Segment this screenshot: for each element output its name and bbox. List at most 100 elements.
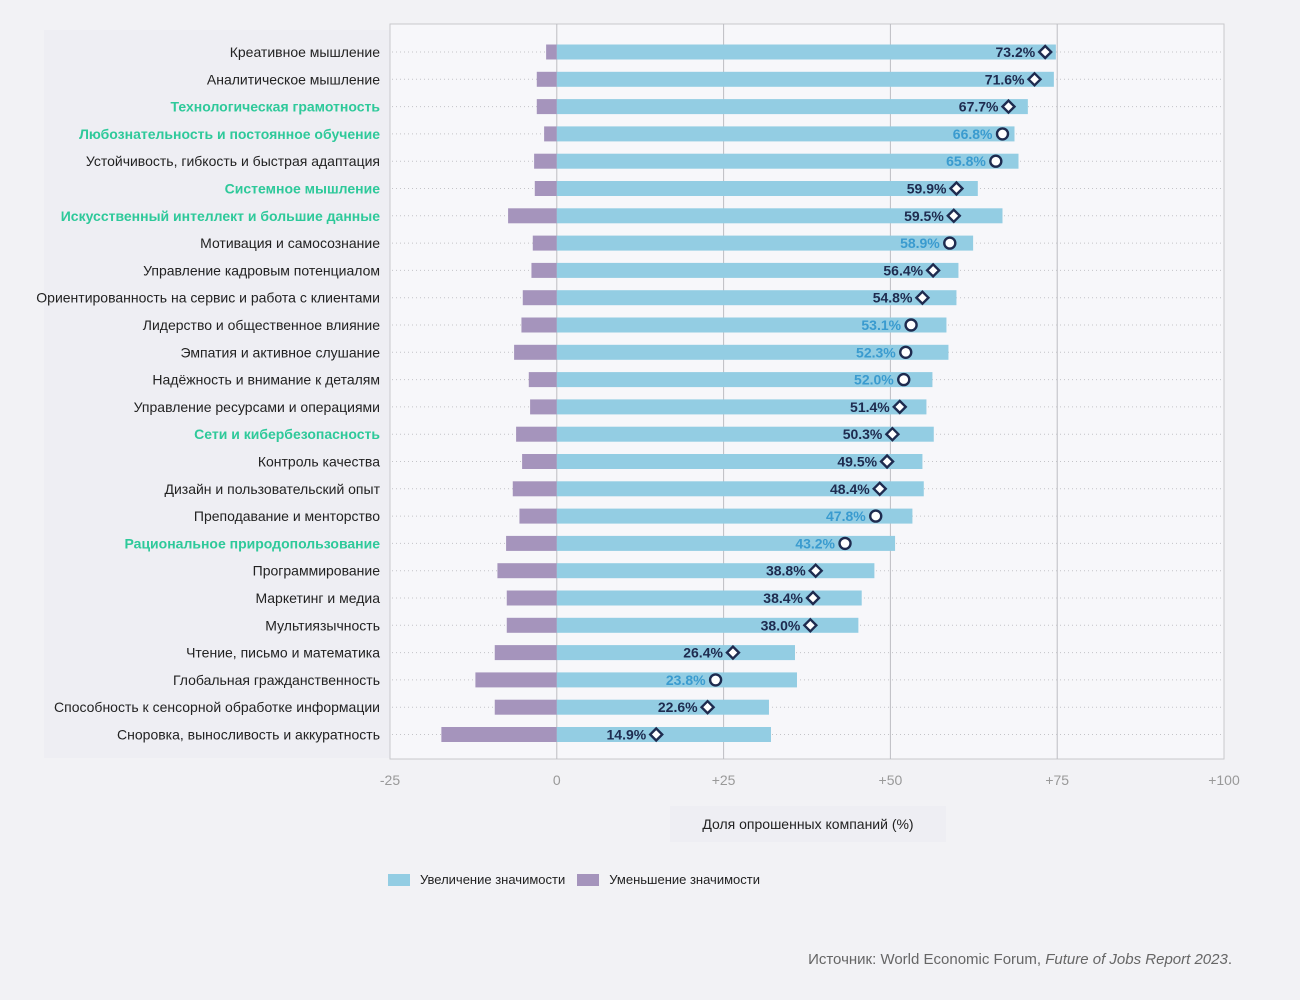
bar-increase bbox=[556, 645, 795, 661]
bar-increase bbox=[556, 481, 924, 497]
tick-label: +25 bbox=[712, 772, 736, 788]
net-value-label: 38.8% bbox=[766, 563, 806, 579]
plot-area bbox=[389, 23, 1225, 760]
category-label: Аналитическое мышление bbox=[207, 71, 380, 87]
category-label: Способность к сенсорной обработке информ… bbox=[54, 699, 380, 715]
category-label: Системное мышление bbox=[225, 181, 381, 197]
net-marker-diamond bbox=[892, 399, 908, 415]
tick-label: -25 bbox=[380, 772, 400, 788]
category-label: Любознательность и постоянное обучение bbox=[79, 126, 380, 142]
bar-decrease bbox=[512, 481, 557, 497]
bar-decrease bbox=[516, 426, 557, 442]
bar-decrease bbox=[528, 372, 557, 388]
bar-decrease bbox=[531, 262, 557, 278]
tick-label: +50 bbox=[879, 772, 903, 788]
net-marker-circle bbox=[995, 127, 1010, 141]
bar-increase bbox=[556, 426, 934, 442]
bar-decrease bbox=[544, 126, 557, 142]
bar-increase bbox=[556, 181, 978, 196]
bar-increase bbox=[556, 590, 862, 606]
legend-swatch-decrease bbox=[577, 873, 600, 886]
net-value-label: 48.4% bbox=[830, 481, 870, 497]
legend-swatch-increase bbox=[388, 873, 410, 886]
bar-increase bbox=[556, 99, 1028, 115]
category-label: Преподавание и менторство bbox=[194, 508, 380, 524]
x-axis-label: Доля опрошенных компаний (%) bbox=[670, 806, 946, 842]
net-value-label: 59.5% bbox=[904, 208, 944, 224]
net-marker-diamond bbox=[725, 644, 741, 661]
bar-decrease bbox=[475, 672, 557, 688]
bar-increase bbox=[556, 699, 769, 715]
net-marker-diamond bbox=[807, 563, 824, 579]
bar-decrease bbox=[506, 590, 557, 606]
bar-decrease bbox=[506, 617, 557, 633]
net-marker-diamond bbox=[1037, 44, 1053, 60]
bar-decrease bbox=[494, 699, 557, 715]
net-marker-diamond bbox=[948, 180, 965, 197]
tick-label: +75 bbox=[1045, 772, 1069, 788]
bar-increase bbox=[556, 563, 875, 579]
net-marker-circle bbox=[899, 345, 913, 359]
net-marker-diamond bbox=[1000, 98, 1017, 115]
net-value-label: 58.9% bbox=[900, 235, 940, 251]
bar-decrease bbox=[530, 399, 557, 415]
bar-increase bbox=[556, 208, 1003, 224]
net-value-label: 52.0% bbox=[854, 372, 894, 388]
net-marker-circle bbox=[708, 673, 723, 687]
source-prefix: Источник: World Economic Forum, bbox=[808, 951, 1046, 968]
bar-increase bbox=[556, 290, 957, 306]
net-value-label: 49.5% bbox=[837, 454, 877, 470]
net-marker-diamond bbox=[802, 617, 819, 633]
net-value-label: 23.8% bbox=[666, 672, 706, 688]
net-marker-diamond bbox=[805, 590, 821, 606]
net-value-label: 51.4% bbox=[850, 399, 890, 415]
category-label: Управление кадровым потенциалом bbox=[143, 262, 380, 278]
source-suffix: . bbox=[1227, 951, 1232, 968]
bar-decrease bbox=[497, 563, 557, 579]
bar-decrease bbox=[536, 71, 557, 87]
bar-increase bbox=[556, 672, 797, 688]
net-value-label: 53.1% bbox=[861, 317, 901, 333]
bar-increase bbox=[556, 454, 923, 469]
tick-label: +100 bbox=[1208, 772, 1240, 788]
bar-decrease bbox=[522, 290, 557, 306]
bar-increase bbox=[556, 235, 974, 251]
category-label: Чтение, письмо и математика bbox=[186, 645, 380, 661]
bar-increase bbox=[556, 535, 896, 551]
bar-decrease bbox=[519, 508, 557, 524]
category-label: Искусственный интеллект и большие данные bbox=[61, 208, 380, 224]
bar-increase bbox=[556, 126, 1015, 142]
bar-increase bbox=[556, 617, 859, 633]
category-label: Надёжность и внимание к деталям bbox=[152, 372, 380, 388]
gridlines bbox=[556, 24, 1058, 759]
category-label: Маркетинг и медиа bbox=[255, 590, 380, 606]
category-label: Контроль качества bbox=[258, 454, 380, 470]
net-value-label: 73.2% bbox=[995, 44, 1035, 60]
net-marker-diamond bbox=[879, 453, 895, 470]
legend-label-increase: Увеличение значимости bbox=[420, 872, 566, 887]
net-value-label: 67.7% bbox=[959, 99, 999, 115]
bar-decrease bbox=[441, 727, 557, 742]
category-label: Программирование bbox=[253, 563, 381, 579]
bar-decrease bbox=[508, 208, 557, 224]
bar-increase bbox=[556, 344, 949, 360]
tick-label: 0 bbox=[553, 772, 561, 788]
bar-decrease bbox=[534, 181, 557, 196]
net-value-label: 54.8% bbox=[873, 290, 913, 306]
bar-decrease bbox=[536, 99, 557, 115]
bar-decrease bbox=[494, 645, 557, 661]
net-value-label: 14.9% bbox=[607, 727, 647, 743]
bar-decrease bbox=[521, 317, 557, 333]
net-value-label: 59.9% bbox=[907, 181, 947, 197]
net-marker-diamond bbox=[699, 699, 716, 715]
net-marker-diamond bbox=[648, 726, 664, 743]
category-label: Эмпатия и активное слушание bbox=[181, 344, 381, 360]
category-label: Управление ресурсами и операциями bbox=[134, 399, 380, 415]
net-marker-diamond bbox=[925, 262, 941, 279]
bar-increase bbox=[556, 508, 913, 524]
net-marker-circle bbox=[989, 154, 1003, 168]
category-label: Ориентированность на сервис и работа с к… bbox=[36, 290, 380, 306]
category-label: Сноровка, выносливость и аккуратность bbox=[117, 727, 380, 743]
net-marker-circle bbox=[897, 372, 911, 387]
category-label: Дизайн и пользовательский опыт bbox=[164, 481, 380, 497]
